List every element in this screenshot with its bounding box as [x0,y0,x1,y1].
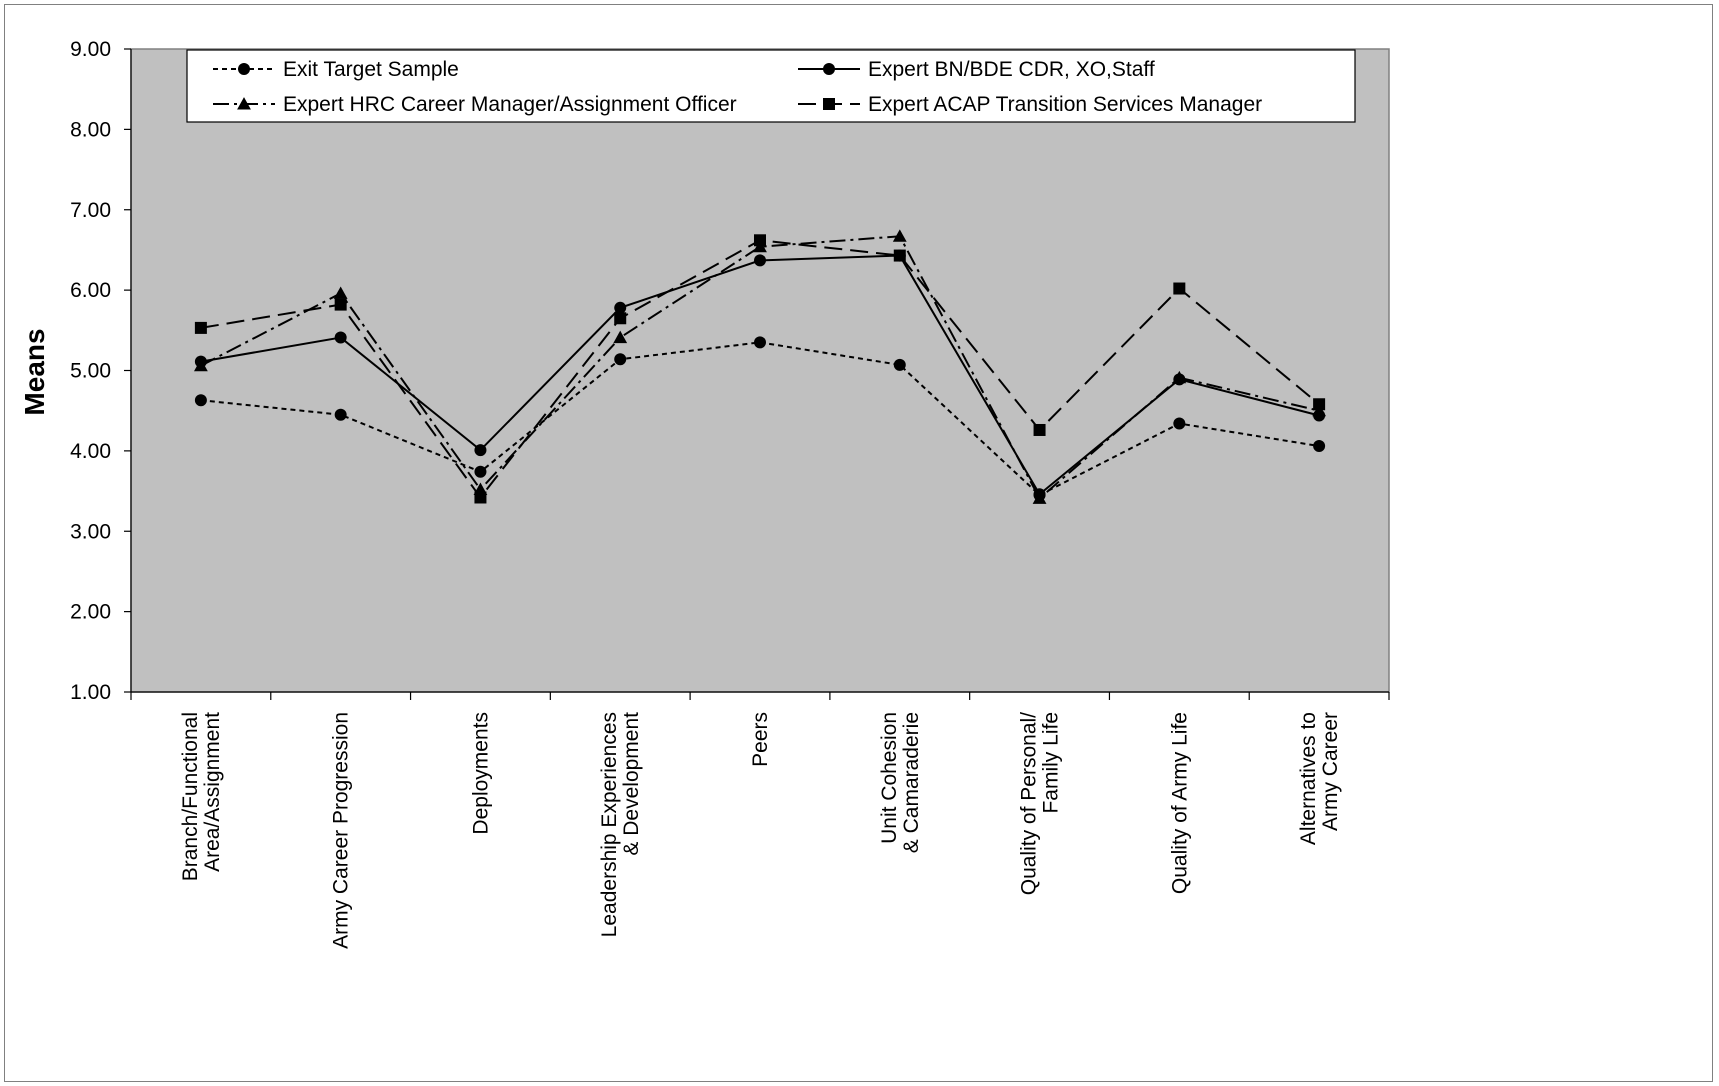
data-point [1313,440,1326,453]
legend-item: Exit Target Sample [213,58,459,81]
y-tick-label: 8.00 [70,118,111,141]
data-point [892,229,907,242]
data-point [193,358,208,372]
legend-box [186,49,1356,123]
data-point [893,358,906,371]
series-layer [193,229,1327,504]
legend-label: Exit Target Sample [283,58,459,81]
data-point [893,249,906,262]
x-category-label: & Development [620,712,643,856]
data-point [1173,282,1186,295]
y-tick-label: 6.00 [70,279,111,302]
y-tick-label: 1.00 [70,681,111,704]
data-point [754,234,766,247]
legend-label: Expert ACAP Transition Services Manager [868,93,1262,116]
x-category-label: Unit Cohesion [878,712,901,844]
data-point [1173,417,1186,430]
data-point [474,465,487,478]
legend-label: Expert HRC Career Manager/Assignment Off… [283,93,737,116]
x-category-label: Peers [749,712,772,767]
legend-item: Expert HRC Career Manager/Assignment Off… [213,93,737,116]
x-category-label: Leadership Experiences [598,712,621,937]
data-point [614,301,627,314]
data-point [238,63,250,75]
y-axis-title: Means [19,328,50,415]
series-line [200,235,1320,500]
legend-label: Expert BN/BDE CDR, XO,Staff [868,58,1155,81]
data-point [613,330,628,344]
data-point [1313,398,1326,411]
data-point [194,394,207,407]
y-tick-label: 9.00 [70,38,111,61]
data-point [334,298,347,311]
x-category-label: Quality of Personal/ [1018,712,1041,895]
data-point [474,444,487,457]
x-category-label: Army Career [1319,712,1342,831]
plot-area [130,48,1390,693]
x-category-label: Quality of Army Life [1168,712,1191,894]
data-point [614,312,627,325]
x-category-label: Alternatives to [1297,712,1320,845]
y-tick-label: 3.00 [70,520,111,543]
y-tick-label: 2.00 [70,601,111,624]
data-point [823,63,835,75]
series-4 [194,234,1326,504]
data-point [334,408,347,421]
data-point [1033,423,1046,436]
data-point [1032,491,1047,504]
x-category-label: Area/Assignment [201,712,224,872]
x-category-label: Army Career Progression [330,712,353,949]
data-point [614,353,627,366]
series-line [200,341,1320,497]
y-tick-label: 7.00 [70,199,111,222]
data-point [334,331,347,344]
data-point [754,254,766,267]
axes: 1.00 2.00 3.00 4.00 5.00 6.00 7.00 8.00 9.00 Bran… [70,38,1390,949]
data-point [237,97,251,110]
y-tick-label: 4.00 [70,440,111,463]
data-point [754,336,766,349]
data-point [823,98,835,110]
x-category-label: Family Life [1040,712,1063,814]
x-category-label: Deployments [469,712,492,835]
data-point [474,491,487,504]
legend: Exit Target Sample Expert BN/BDE CDR, XO,… [186,49,1356,123]
y-tick-label: 5.00 [70,360,111,383]
data-point [1172,370,1187,384]
data-point [333,286,348,299]
x-category-label: Branch/Functional [179,712,202,881]
x-category-label: & Camaraderie [900,712,923,853]
legend-item: Expert BN/BDE CDR, XO,Staff [798,58,1155,81]
data-point [194,321,207,334]
legend-item: Expert ACAP Transition Services Manager [798,93,1262,116]
